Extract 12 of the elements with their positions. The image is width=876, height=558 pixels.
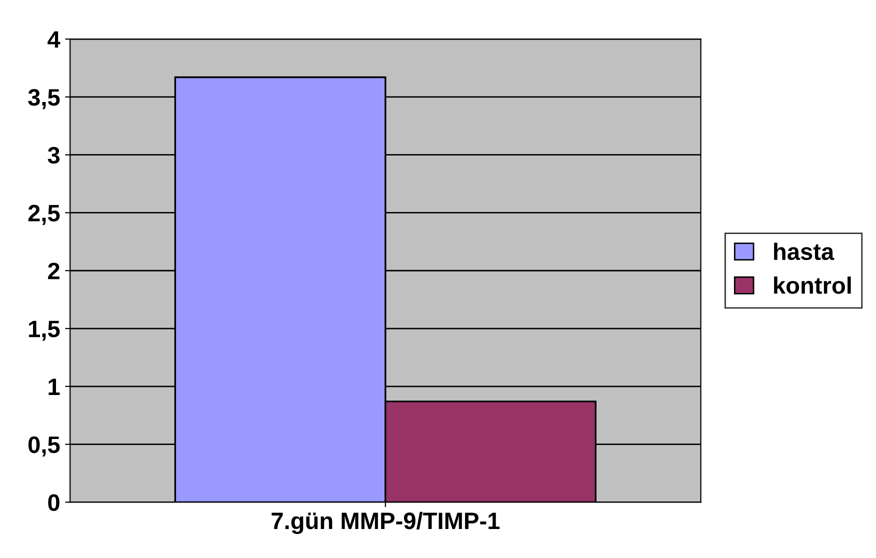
y-tick-label: 0,5 xyxy=(28,436,60,457)
x-tick-label: 7.gün MMP-9/TIMP-1 xyxy=(272,512,500,534)
legend-label: hasta xyxy=(774,242,834,260)
y-tick-label: 1 xyxy=(48,378,60,395)
y-tick-label: 2,5 xyxy=(28,204,60,225)
y-tick-label: 3,5 xyxy=(28,89,60,110)
y-tick-label: 3 xyxy=(48,146,60,164)
y-tick-label: 0 xyxy=(48,494,60,511)
y-tick-label: 1,5 xyxy=(29,320,60,341)
legend-label: kontrol xyxy=(774,276,851,294)
y-tick-label: 4 xyxy=(48,31,60,48)
y-tick-label: 2 xyxy=(48,262,60,280)
